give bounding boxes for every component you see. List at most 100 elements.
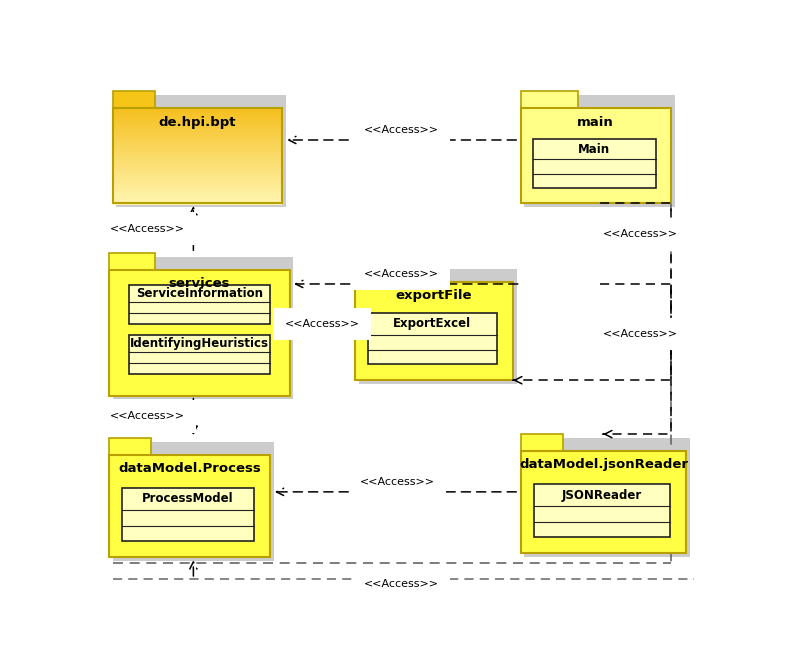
Text: JSONReader: JSONReader xyxy=(562,489,642,501)
FancyBboxPatch shape xyxy=(112,150,282,152)
Text: main: main xyxy=(577,116,614,129)
FancyBboxPatch shape xyxy=(112,198,282,200)
Text: services: services xyxy=(169,278,230,290)
Text: de.hpi.bpt: de.hpi.bpt xyxy=(158,116,236,129)
FancyBboxPatch shape xyxy=(112,120,282,122)
FancyBboxPatch shape xyxy=(109,438,151,455)
FancyBboxPatch shape xyxy=(112,160,282,162)
FancyBboxPatch shape xyxy=(112,126,282,128)
Text: <<Access>>: <<Access>> xyxy=(603,229,677,239)
Text: ServiceInformation: ServiceInformation xyxy=(135,287,263,300)
FancyBboxPatch shape xyxy=(112,192,282,194)
FancyBboxPatch shape xyxy=(112,442,274,561)
FancyBboxPatch shape xyxy=(116,95,286,207)
FancyBboxPatch shape xyxy=(131,338,272,376)
Text: <<Access>>: <<Access>> xyxy=(360,477,435,487)
FancyBboxPatch shape xyxy=(109,455,270,557)
FancyBboxPatch shape xyxy=(520,434,563,451)
FancyBboxPatch shape xyxy=(355,282,513,380)
FancyBboxPatch shape xyxy=(112,113,282,115)
Text: <<Access>>: <<Access>> xyxy=(109,224,185,234)
FancyBboxPatch shape xyxy=(112,137,282,139)
Text: ProcessModel: ProcessModel xyxy=(142,492,234,505)
FancyBboxPatch shape xyxy=(520,451,686,553)
FancyBboxPatch shape xyxy=(112,112,282,114)
FancyBboxPatch shape xyxy=(112,177,282,179)
FancyBboxPatch shape xyxy=(520,109,671,203)
FancyBboxPatch shape xyxy=(112,157,282,159)
Text: ExportExcel: ExportExcel xyxy=(394,318,471,330)
FancyBboxPatch shape xyxy=(112,144,282,146)
FancyBboxPatch shape xyxy=(112,145,282,147)
FancyBboxPatch shape xyxy=(131,288,272,326)
FancyBboxPatch shape xyxy=(370,316,500,367)
FancyBboxPatch shape xyxy=(524,95,675,207)
FancyBboxPatch shape xyxy=(535,141,658,190)
FancyBboxPatch shape xyxy=(112,180,282,182)
FancyBboxPatch shape xyxy=(112,196,282,198)
FancyBboxPatch shape xyxy=(112,163,282,165)
FancyBboxPatch shape xyxy=(112,129,282,131)
FancyBboxPatch shape xyxy=(112,166,282,168)
FancyBboxPatch shape xyxy=(112,176,282,178)
FancyBboxPatch shape xyxy=(112,169,282,171)
FancyBboxPatch shape xyxy=(112,168,282,170)
FancyBboxPatch shape xyxy=(367,313,497,364)
FancyBboxPatch shape xyxy=(112,118,282,120)
FancyBboxPatch shape xyxy=(112,185,282,187)
FancyBboxPatch shape xyxy=(112,161,282,163)
FancyBboxPatch shape xyxy=(359,268,516,384)
FancyBboxPatch shape xyxy=(112,187,282,189)
FancyBboxPatch shape xyxy=(112,203,282,205)
FancyBboxPatch shape xyxy=(112,165,282,166)
FancyBboxPatch shape xyxy=(122,488,254,541)
FancyBboxPatch shape xyxy=(112,174,282,176)
FancyBboxPatch shape xyxy=(128,336,270,374)
FancyBboxPatch shape xyxy=(112,141,282,143)
FancyBboxPatch shape xyxy=(112,179,282,181)
Text: <<Access>>: <<Access>> xyxy=(364,125,439,135)
FancyBboxPatch shape xyxy=(112,195,282,197)
FancyBboxPatch shape xyxy=(112,125,282,127)
FancyBboxPatch shape xyxy=(355,264,398,282)
Text: <<Access>>: <<Access>> xyxy=(284,319,360,329)
FancyBboxPatch shape xyxy=(112,91,155,109)
FancyBboxPatch shape xyxy=(112,133,282,135)
FancyBboxPatch shape xyxy=(112,200,282,202)
FancyBboxPatch shape xyxy=(112,128,282,130)
FancyBboxPatch shape xyxy=(112,139,282,141)
FancyBboxPatch shape xyxy=(533,139,656,188)
FancyBboxPatch shape xyxy=(536,486,672,539)
FancyBboxPatch shape xyxy=(112,152,282,154)
FancyBboxPatch shape xyxy=(112,117,282,119)
FancyBboxPatch shape xyxy=(112,171,282,173)
FancyBboxPatch shape xyxy=(112,142,282,144)
FancyBboxPatch shape xyxy=(112,131,282,133)
Text: exportFile: exportFile xyxy=(396,289,472,302)
FancyBboxPatch shape xyxy=(112,136,282,138)
FancyBboxPatch shape xyxy=(112,172,282,174)
Text: dataModel.Process: dataModel.Process xyxy=(118,462,261,476)
Text: <<Access>>: <<Access>> xyxy=(364,269,439,279)
FancyBboxPatch shape xyxy=(112,149,282,151)
FancyBboxPatch shape xyxy=(112,109,282,111)
FancyBboxPatch shape xyxy=(128,285,270,324)
FancyBboxPatch shape xyxy=(112,194,282,195)
FancyBboxPatch shape xyxy=(112,121,282,123)
FancyBboxPatch shape xyxy=(112,147,282,149)
FancyBboxPatch shape xyxy=(109,270,290,396)
FancyBboxPatch shape xyxy=(112,202,282,204)
FancyBboxPatch shape xyxy=(109,253,155,270)
FancyBboxPatch shape xyxy=(112,110,282,112)
FancyBboxPatch shape xyxy=(112,115,282,117)
Text: <<Access>>: <<Access>> xyxy=(364,579,439,589)
Text: <<Access>>: <<Access>> xyxy=(603,329,677,339)
FancyBboxPatch shape xyxy=(112,158,282,160)
FancyBboxPatch shape xyxy=(524,438,690,557)
FancyBboxPatch shape xyxy=(112,134,282,136)
FancyBboxPatch shape xyxy=(124,490,257,543)
FancyBboxPatch shape xyxy=(112,190,282,192)
Text: Main: Main xyxy=(578,143,611,156)
FancyBboxPatch shape xyxy=(520,91,578,109)
FancyBboxPatch shape xyxy=(112,184,282,186)
